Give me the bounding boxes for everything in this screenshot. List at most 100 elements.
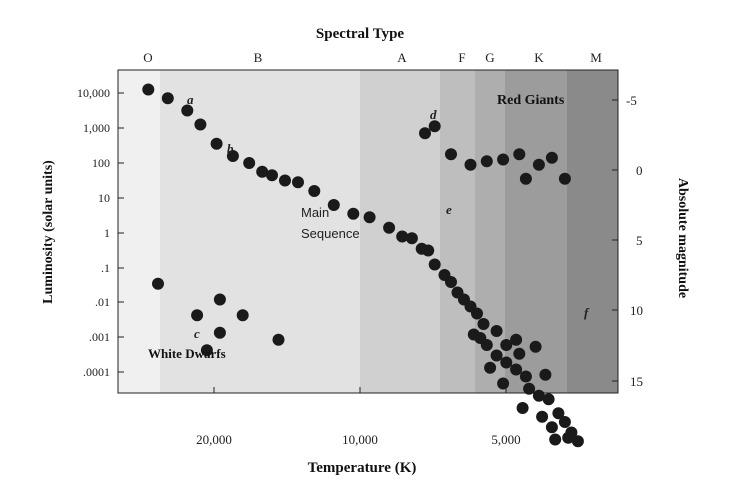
point-main-sequence-10 [292,176,304,189]
point-red-giants-8 [532,158,545,171]
point-main-sequence-9 [279,174,291,187]
point-main-sequence-51 [513,347,526,360]
point-main-sequence-13 [347,207,360,220]
y-axis-right: -5 0 5 10 15 [612,93,643,389]
point-main-sequence-12 [327,199,340,211]
spectral-label-m: M [590,50,602,65]
point-main-sequence-19 [422,244,435,257]
annotation-f: f [584,305,590,320]
point-main-sequence-1 [161,92,174,105]
x-tick-20000: 20,000 [196,432,232,447]
y-tick-right-15: 15 [630,374,643,389]
point-main-sequence-35 [497,377,510,390]
y-axis-left-title: Luminosity (solar units) [41,160,56,304]
point-main-sequence-0 [142,83,155,96]
point-main-sequence-4 [210,137,223,150]
plot-frame [117,69,619,394]
x-tick-5000: 5,000 [491,432,520,447]
spectral-label-f: F [458,50,465,65]
point-red-giants-4 [480,155,493,168]
y-tick-left-0-1: .1 [101,261,110,275]
spectral-bands [118,70,618,393]
point-white-dwarfs-5 [236,309,249,322]
point-main-sequence-3 [194,118,207,131]
y-tick-right-0: 0 [636,163,643,178]
point-white-dwarfs-2 [213,293,226,306]
spectral-label-g: G [485,50,494,65]
point-main-sequence-16 [396,230,409,243]
point-main-sequence-32 [500,356,513,369]
y-tick-right-neg5: -5 [626,93,637,108]
spectral-label-o: O [143,50,152,65]
y-tick-left-1000: 1,000 [83,121,110,135]
x-axis: 20,000 10,000 5,000 [196,387,521,447]
point-main-sequence-22 [445,276,457,288]
point-main-sequence-53 [539,368,552,381]
point-red-giants-5 [497,153,510,166]
point-red-giants-10 [558,172,571,185]
point-main-sequence-27 [477,318,490,330]
x-axis-title: Temperature (K) [308,460,417,476]
point-main-sequence-31 [484,361,497,374]
point-main-sequence-11 [308,185,321,197]
point-main-sequence-37 [532,389,545,402]
y-tick-right-10: 10 [630,303,643,318]
point-main-sequence-8 [266,169,278,182]
annotation-e: e [446,202,452,217]
y-tick-left-100: 100 [92,156,110,170]
point-white-dwarfs-6 [272,333,285,346]
y-axis-left: 10,000 1,000 100 10 1 .1 .01 .001 .0001 [77,86,124,379]
y-axis-right-title: Absolute magnitude [675,178,690,298]
y-tick-left-10000: 10,000 [77,86,110,100]
point-main-sequence-33 [510,363,523,376]
chart-title: Spectral Type [316,26,405,42]
x-tick-10000: 10,000 [342,432,378,447]
annotation-a: a [187,92,194,107]
point-red-giants-6 [513,148,526,161]
point-main-sequence-5 [226,150,239,162]
point-main-sequence-46 [562,431,575,444]
point-main-sequence-45 [549,433,562,446]
spectral-label-a: A [397,50,407,65]
point-main-sequence-52 [529,340,542,353]
point-main-sequence-20 [428,258,441,271]
spectral-type-labels: O B A F G K M [143,50,602,65]
annotation-c: c [194,326,200,341]
region-label-white-dwarfs: White Dwarfs [148,346,226,361]
point-main-sequence-47 [571,435,584,448]
point-main-sequence-54 [474,332,487,344]
point-red-giants-9 [545,151,558,164]
point-main-sequence-48 [510,333,523,346]
point-main-sequence-41 [552,407,565,420]
point-main-sequence-17 [405,232,418,245]
point-main-sequence-39 [516,402,529,414]
annotation-b: b [227,141,234,156]
y-tick-left-0-001: .001 [89,330,110,344]
point-annotations: a b c d e f [187,92,590,341]
point-main-sequence-6 [243,157,256,169]
point-main-sequence-15 [383,221,396,234]
point-red-giants-1 [428,120,441,133]
point-main-sequence-34 [519,370,532,383]
spectral-label-b: B [254,50,263,65]
y-tick-left-0-0001: .0001 [83,365,110,379]
region-label-main-sequence: Main Sequence [301,205,360,241]
point-white-dwarfs-3 [200,344,213,357]
point-main-sequence-30 [490,349,503,362]
point-main-sequence-49 [490,325,503,337]
region-label-red-giants: Red Giants [497,93,565,108]
point-main-sequence-43 [545,421,558,434]
point-main-sequence-50 [500,339,513,351]
point-white-dwarfs-0 [152,277,164,290]
y-tick-left-10: 10 [98,191,110,205]
y-tick-left-1: 1 [104,226,110,240]
point-white-dwarfs-1 [191,309,204,322]
point-red-giants-2 [445,148,457,161]
annotation-d: d [430,107,437,122]
point-main-sequence-7 [256,165,269,178]
spectral-label-k: K [534,50,544,65]
point-white-dwarfs-4 [213,326,226,339]
band-b [160,70,360,393]
point-main-sequence-38 [542,393,555,406]
